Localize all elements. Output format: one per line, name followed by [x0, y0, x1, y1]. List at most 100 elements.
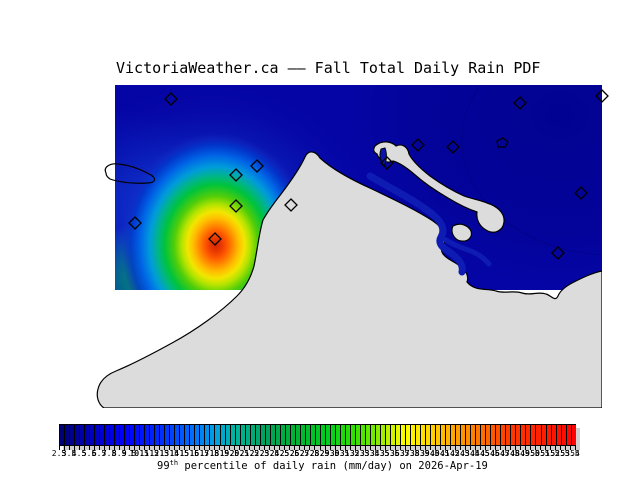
colorbar-tick: [359, 446, 361, 450]
colorbar-tick-label: 31.5: [339, 449, 360, 458]
colorbar-tick: [364, 446, 366, 450]
colorbar-segment: [115, 425, 121, 445]
colorbar-segment: [205, 425, 211, 445]
colorbar-tick-label: 34.5: [369, 449, 390, 458]
colorbar-segment: [491, 425, 497, 445]
colorbar-tick: [469, 446, 471, 450]
colorbar-segment: [531, 425, 537, 445]
colorbar-segment: [125, 425, 131, 445]
colorbar-tick-label: 6.5: [91, 449, 107, 458]
colorbar-segment: [426, 425, 432, 445]
colorbar-tick-label: 26: [289, 449, 300, 458]
colorbar-tick: [324, 446, 326, 450]
colorbar-tick: [299, 446, 301, 450]
colorbar-segment: [135, 425, 141, 445]
colorbar-tick: [439, 446, 441, 450]
colorbar-segment: [461, 425, 467, 445]
colorbar-segment: [556, 425, 562, 445]
colorbar-tick-label: 44.5: [470, 449, 490, 458]
colorbar-tick-label: 52: [550, 449, 560, 458]
colorbar-tick: [114, 446, 116, 450]
colorbar-tick-label: 37.5: [400, 449, 420, 458]
colorbar-tick-label: 32.5: [349, 449, 370, 458]
colorbar-segment: [335, 425, 341, 445]
colorbar-tick: [379, 446, 381, 450]
colorbar-tick-label: 10: [129, 449, 139, 458]
colorbar-segment: [305, 425, 311, 445]
colorbar-segment: [150, 425, 156, 445]
colorbar-tick-label: 48.5: [510, 449, 530, 458]
colorbar-tick-label: 9: [121, 449, 127, 458]
colorbar-segment: [245, 425, 251, 445]
colorbar-tick-label: 21: [239, 449, 250, 458]
colorbar-tick: [349, 446, 351, 450]
colorbar-segment: [85, 425, 91, 445]
colorbar-tick-label: 45: [479, 449, 490, 458]
colorbar-segment: [75, 425, 81, 445]
colorbar-tick-label: 28: [309, 449, 320, 458]
station-marker-diamond: [446, 140, 460, 154]
esquimalt-peninsula: [373, 141, 505, 233]
colorbar-tick: [504, 446, 506, 450]
colorbar-tick: [99, 446, 101, 450]
colorbar-tick-label: 48: [510, 449, 520, 458]
colorbar-tick: [409, 446, 411, 450]
colorbar-tick: [544, 446, 546, 450]
colorbar-tick-label: 49.5: [520, 449, 540, 458]
colorbar-segment: [416, 425, 422, 445]
colorbar-tick-label: 33: [359, 449, 370, 458]
colorbar-segment: [506, 425, 512, 445]
colorbar-tick-label: 51: [540, 449, 550, 458]
colorbar-tick-label: 24: [269, 449, 280, 458]
colorbar-tick-label: 29.5: [319, 449, 340, 458]
colorbar-tick: [254, 446, 256, 450]
colorbar-tick-label: 17: [199, 449, 210, 458]
colorbar-tick: [539, 446, 541, 450]
colorbar-segment: [195, 425, 201, 445]
colorbar-segment: [65, 425, 71, 445]
colorbar-segment: [571, 425, 576, 445]
colorbar-tick: [154, 446, 156, 450]
colorbar-segment: [476, 425, 482, 445]
colorbar-tick-label: 8: [111, 449, 117, 458]
colorbar-segment: [100, 425, 106, 445]
colorbar-segment: [95, 425, 101, 445]
colorbar-tick-label: 3.5: [61, 449, 77, 458]
colorbar-segment: [270, 425, 276, 445]
colorbar-tick: [474, 446, 476, 450]
colorbar-segment: [215, 425, 221, 445]
colorbar-segment: [230, 425, 236, 445]
colorbar-segment: [105, 425, 111, 445]
colorbar-tick: [274, 446, 276, 450]
colorbar-tick-label: 42.5: [450, 449, 470, 458]
colorbar-tick: [219, 446, 221, 450]
colorbar-segment: [180, 425, 186, 445]
colorbar-tick-label: 38.5: [410, 449, 430, 458]
colorbar-tick: [319, 446, 321, 450]
colorbar-segment: [175, 425, 181, 445]
colorbar-tick: [554, 446, 556, 450]
colorbar-tick: [459, 446, 461, 450]
colorbar-tick: [464, 446, 466, 450]
caption-rest: percentile of daily rain (mm/day) on 202…: [178, 460, 488, 472]
colorbar-tick: [484, 446, 486, 450]
colorbar-tick-label: 37: [399, 449, 410, 458]
colorbar-tick: [209, 446, 211, 450]
colorbar-tick: [569, 446, 571, 450]
colorbar-segment: [220, 425, 226, 445]
colorbar-tick-label: 5.5: [81, 449, 97, 458]
colorbar-tick: [549, 446, 551, 450]
colorbar-tick-label: 39.5: [420, 449, 440, 458]
colorbar-tick: [94, 446, 96, 450]
colorbar-tick-label: 16.5: [189, 449, 209, 458]
colorbar-segment: [360, 425, 366, 445]
colorbar-tick-label: 36: [389, 449, 400, 458]
colorbar-tick-label: 7: [101, 449, 107, 458]
colorbar-segment: [225, 425, 231, 445]
colorbar-tick: [434, 446, 436, 450]
colorbar-segment: [375, 425, 381, 445]
colorbar-segment: [160, 425, 166, 445]
colorbar-tick: [369, 446, 371, 450]
colorbar-tick: [529, 446, 531, 450]
colorbar-segment: [396, 425, 402, 445]
